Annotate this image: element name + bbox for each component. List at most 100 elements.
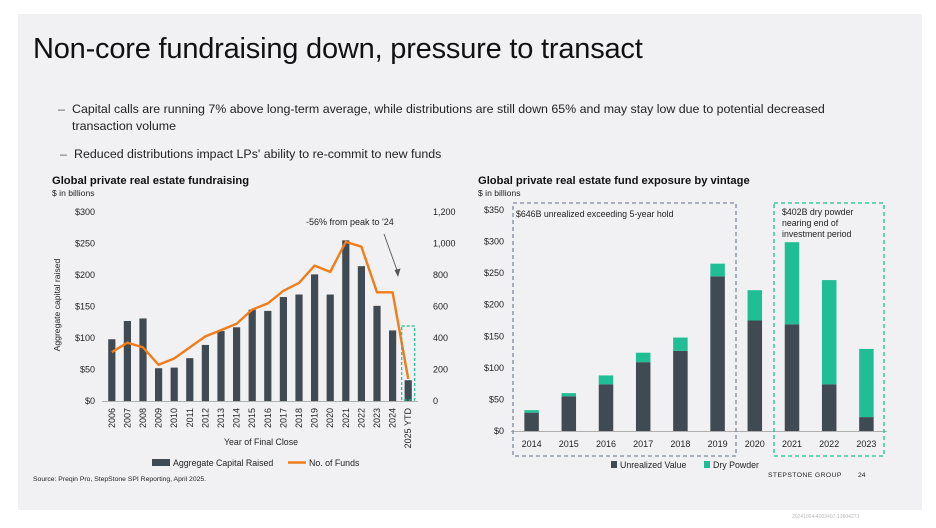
y-tick-label: $150 bbox=[484, 331, 504, 341]
x-tick-label: 2007 bbox=[122, 408, 132, 428]
legend-label-capital: Aggregate Capital Raised bbox=[173, 458, 273, 468]
x-tick-label: 2017 bbox=[633, 439, 653, 449]
fundraising-bar bbox=[311, 274, 319, 401]
fundraising-bar bbox=[233, 327, 241, 401]
ytd-highlight-box bbox=[401, 325, 416, 401]
unrealized-bar bbox=[784, 324, 800, 431]
unrealized-bar bbox=[821, 384, 837, 431]
y2-tick-label: 400 bbox=[433, 333, 448, 343]
fundraising-bar bbox=[186, 358, 194, 401]
fundraising-bar bbox=[170, 367, 178, 401]
y-tick-label: $200 bbox=[484, 300, 504, 310]
x-tick-label: 2009 bbox=[154, 408, 164, 428]
y-tick-label: $300 bbox=[484, 237, 504, 247]
fundraising-bar bbox=[389, 330, 397, 401]
y-tick-label: $100 bbox=[75, 333, 95, 343]
fundraising-bar bbox=[155, 368, 163, 401]
dry-powder-bar bbox=[821, 280, 837, 385]
x-tick-label: 2022 bbox=[819, 439, 839, 449]
x-tick-label: 2020 bbox=[325, 408, 335, 428]
x-tick-label: 2014 bbox=[522, 439, 542, 449]
legend-label-dry-powder: Dry Powder bbox=[713, 460, 759, 470]
y-tick-label: $300 bbox=[75, 207, 95, 217]
fundraising-bar bbox=[248, 309, 256, 401]
right-chart-subtitle: $ in billions bbox=[478, 188, 521, 198]
y2-tick-label: 0 bbox=[433, 396, 438, 406]
unrealized-bar bbox=[710, 276, 725, 431]
x-tick-label: 2015 bbox=[247, 408, 257, 428]
fundraising-bar bbox=[404, 380, 412, 401]
x-tick-label: 2019 bbox=[310, 408, 320, 428]
annotation-arrow-head bbox=[394, 268, 401, 277]
x-tick-label: 2018 bbox=[294, 408, 304, 428]
slide-background bbox=[18, 14, 922, 510]
dry-powder-bar bbox=[524, 410, 539, 413]
brand-name: STEPSTONE GROUP bbox=[768, 472, 842, 479]
y-tick-label: $250 bbox=[484, 268, 504, 278]
x-tick-label: 2012 bbox=[200, 408, 210, 428]
fund-count-line bbox=[111, 240, 410, 380]
x-tick-label: 2015 bbox=[559, 439, 579, 449]
fundraising-bar bbox=[108, 339, 116, 401]
fundraising-bar bbox=[139, 318, 147, 401]
dry-powder-bar bbox=[710, 263, 725, 277]
fundraising-bar bbox=[123, 320, 131, 401]
y2-tick-label: 800 bbox=[433, 270, 448, 280]
dry-powder-bar bbox=[598, 375, 614, 385]
y-tick-label: $250 bbox=[75, 239, 95, 249]
x-tick-label: 2020 bbox=[745, 439, 765, 449]
dry-powder-annotation: $402B dry powder nearing end of investment… bbox=[782, 207, 853, 239]
fundraising-bar bbox=[326, 294, 334, 401]
y-axis-label: Aggregate capital raised bbox=[52, 258, 62, 351]
fundraising-bar bbox=[264, 310, 272, 401]
left-chart-title: Global private real estate fundraising bbox=[52, 175, 250, 187]
y-tick-label: $350 bbox=[484, 205, 504, 215]
annotation-line: $402B dry powder bbox=[782, 207, 853, 217]
x-tick-label: 2025 YTD bbox=[403, 407, 413, 448]
y-tick-label: $100 bbox=[484, 363, 504, 373]
legend-swatch-unrealized bbox=[611, 461, 617, 468]
x-tick-label: 2013 bbox=[216, 408, 226, 428]
bullet-dash: – bbox=[60, 147, 67, 161]
y-tick-label: $200 bbox=[75, 270, 95, 280]
fundraising-bar bbox=[357, 266, 365, 401]
fundraising-bar bbox=[201, 344, 209, 401]
x-tick-label: 2016 bbox=[263, 408, 273, 428]
x-tick-label: 2011 bbox=[185, 408, 195, 427]
x-tick-label: 2021 bbox=[341, 408, 351, 428]
fundraising-bar bbox=[295, 294, 303, 401]
legend-swatch-capital bbox=[152, 459, 170, 466]
bullet-2-text: Reduced distributions impact LPs' abilit… bbox=[74, 147, 442, 161]
peak-annotation: -56% from peak to '24 bbox=[306, 217, 394, 227]
y2-tick-label: 600 bbox=[433, 302, 448, 312]
bullet-dash: – bbox=[58, 102, 65, 116]
unrealized-bar bbox=[561, 396, 577, 431]
legend-label-funds: No. of Funds bbox=[309, 458, 360, 468]
y-tick-label: $150 bbox=[75, 302, 95, 312]
fundraising-bar bbox=[373, 305, 381, 401]
annotation-arrow-shaft bbox=[383, 233, 399, 274]
y-tick-label: $50 bbox=[80, 365, 95, 375]
unrealized-annotation: $646B unrealized exceeding 5-year hold bbox=[516, 209, 674, 219]
legend-label-unrealized: Unrealized Value bbox=[620, 460, 686, 470]
dry-powder-bar bbox=[561, 393, 577, 397]
unrealized-bar bbox=[859, 417, 874, 431]
y-tick-label: $0 bbox=[85, 396, 95, 406]
dry-powder-bar bbox=[673, 337, 688, 351]
unrealized-bar bbox=[673, 350, 688, 431]
x-tick-label: 2017 bbox=[278, 408, 288, 428]
fundraising-bar bbox=[342, 240, 350, 401]
x-tick-label: 2024 bbox=[388, 408, 398, 428]
x-tick-label: 2010 bbox=[169, 408, 179, 428]
bullet-1: – Capital calls are running 7% above lon… bbox=[58, 101, 872, 135]
source-note: Source: Preqin Pro, StepStone SPI Report… bbox=[33, 476, 207, 483]
bullet-2: – Reduced distributions impact LPs' abil… bbox=[60, 146, 874, 163]
document-id: 20241004-4003407-13604273 bbox=[792, 514, 860, 520]
fundraising-bar bbox=[217, 331, 225, 401]
dry-powder-bar bbox=[635, 352, 651, 363]
x-tick-label: 2014 bbox=[232, 408, 242, 428]
x-tick-label: 2021 bbox=[782, 439, 802, 449]
slide-title: Non-core fundraising down, pressure to t… bbox=[33, 33, 643, 65]
